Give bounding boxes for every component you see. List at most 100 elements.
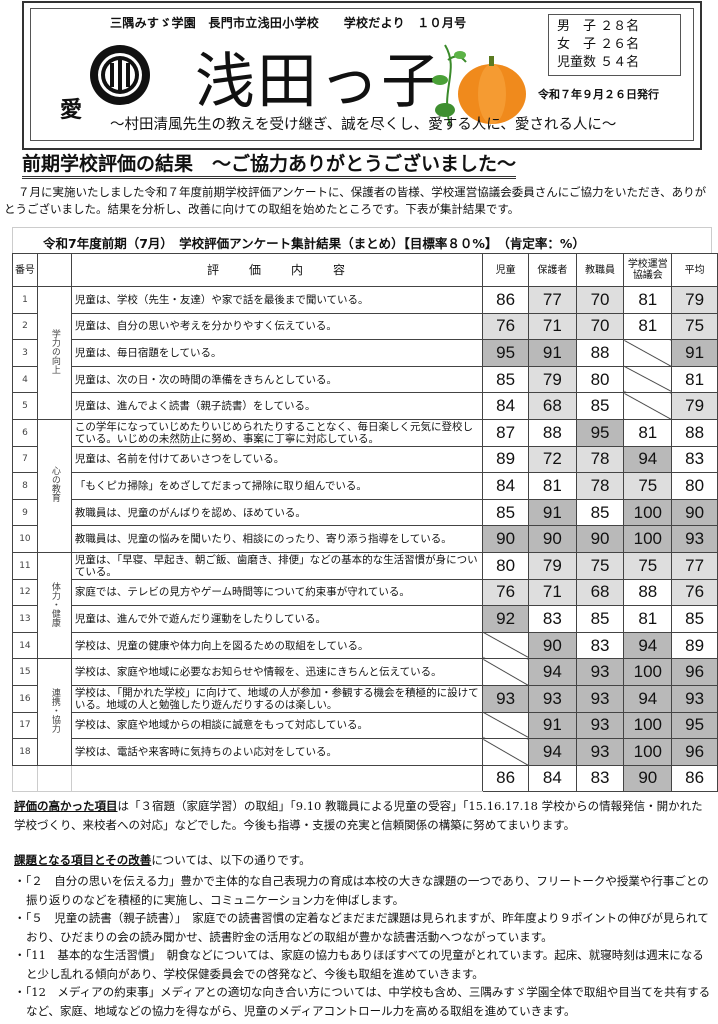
score-cell: 81 bbox=[671, 365, 718, 394]
header-students: 児童 bbox=[482, 253, 529, 287]
score-cell: 91 bbox=[527, 711, 577, 740]
section-heading: 前期学校評価の結果 ～ご協力ありがとうございました～ bbox=[22, 153, 517, 179]
score-cell: 90 bbox=[527, 525, 577, 553]
not-applicable-cell bbox=[482, 738, 529, 766]
table-row: 5 児童は、進んでよく読書（親子読書）をしている。 84 68 85 79 bbox=[12, 392, 718, 420]
not-applicable-cell bbox=[623, 365, 673, 394]
score-cell: 84 bbox=[482, 392, 529, 420]
item-text: 教職員は、児童のがんばりを認め、ほめている。 bbox=[70, 498, 484, 527]
table-row: 10 教職員は、児童の悩みを聞いたり、相談にのったり、寄り添う指導をしている。 90… bbox=[12, 525, 718, 553]
item-text: 学校は、家庭や地域からの相談に誠意をもって対応している。 bbox=[70, 711, 484, 740]
item-text: 児童は、進んで外で遊んだり運動をしたりしている。 bbox=[70, 605, 484, 633]
table-row: 9 教職員は、児童のがんばりを認め、ほめている。 85 91 85 100 90 bbox=[12, 498, 718, 527]
item-text: 学校は、電話や来客時に気持ちのよい応対をしている。 bbox=[70, 738, 484, 766]
table-header-row: 番号 評 価 内 容 児童 保護者 教職員 学校運営協議会 平均 bbox=[12, 253, 718, 287]
score-cell: 90 bbox=[482, 525, 529, 553]
score-cell: 79 bbox=[527, 365, 577, 394]
item-text: 児童は、学校（先生・友達）や家で話を最後まで聞いている。 bbox=[70, 286, 484, 314]
issue-date: 令和７年９月２６日発行 bbox=[538, 88, 659, 101]
score-cell: 100 bbox=[623, 711, 673, 740]
score-cell: 95 bbox=[575, 418, 625, 447]
row-number: 5 bbox=[12, 392, 38, 420]
table-row: 1 学力の向上 児童は、学校（先生・友達）や家で話を最後まで聞いている。 86 77 70… bbox=[12, 286, 718, 420]
score-cell: 81 bbox=[623, 312, 673, 341]
issues-label: 課題となる項目とその改善 bbox=[14, 853, 152, 867]
header-category bbox=[36, 253, 72, 287]
intro-paragraph: ７月に実施いたしました令和７年度前期学校評価アンケートに、保護者の皆様、学校運営… bbox=[4, 185, 707, 216]
score-cell: 85 bbox=[575, 392, 625, 420]
item-text: 学校は、家庭や地域に必要なお知らせや情報を、迅速にきちんと伝えている。 bbox=[70, 658, 484, 686]
score-cell: 76 bbox=[482, 578, 529, 607]
item-text: 学校は、「開かれた学校」に向けて、地域の人が参加・参観する機会を積極的に設けてい… bbox=[70, 684, 484, 713]
row-number: 7 bbox=[12, 445, 38, 474]
highlights-paragraph: 評価の高かった項目は「３宿題（家庭学習）の取組」「9.10 教職員による児童の受… bbox=[14, 797, 714, 835]
score-cell: 91 bbox=[527, 498, 577, 527]
issue-item: ・「12 メディアの約束事」メディアとの適切な向き合い方については、中学校も含め… bbox=[14, 985, 711, 1018]
enrollment-box: 男 子 ２８名 女 子 ２６名 児童数 ５４名 bbox=[548, 14, 681, 76]
totals-row: 86 84 83 90 86 bbox=[12, 764, 718, 793]
score-cell: 78 bbox=[575, 445, 625, 474]
table-row: 6 心の教育 この学年になっていじめたりいじめられたりすることなく、毎日楽しく元気に… bbox=[12, 418, 718, 553]
score-cell: 88 bbox=[623, 578, 673, 607]
score-cell: 81 bbox=[527, 472, 577, 500]
header-average: 平均 bbox=[671, 253, 718, 287]
pumpkin-icon bbox=[432, 44, 526, 126]
score-cell: 78 bbox=[575, 472, 625, 500]
header-staff: 教職員 bbox=[575, 253, 625, 287]
total-count: 児童数 ５４名 bbox=[557, 55, 640, 70]
category-cell: 心の教育 bbox=[36, 418, 72, 553]
score-cell: 72 bbox=[527, 445, 577, 474]
category-cell: 学力の向上 bbox=[36, 286, 72, 420]
not-applicable-cell bbox=[482, 711, 529, 740]
empty-cell bbox=[36, 765, 72, 793]
score-cell: 93 bbox=[482, 684, 529, 713]
item-text: 教職員は、児童の悩みを聞いたり、相談にのったり、寄り添う指導をしている。 bbox=[70, 525, 484, 553]
row-number: 6 bbox=[12, 418, 38, 447]
total-score-cell: 90 bbox=[623, 764, 673, 793]
score-cell: 93 bbox=[671, 684, 718, 713]
table-row: 13 児童は、進んで外で遊んだり運動をしたりしている。 92 83 85 81 85 bbox=[12, 605, 718, 633]
table-row: 8 「もくピカ掃除」をめざしてだまって掃除に取り組んでいる。 84 81 78 75 80 bbox=[12, 472, 718, 500]
score-cell: 85 bbox=[575, 605, 625, 633]
highlights-text: は「３宿題（家庭学習）の取組」「9.10 教職員による児童の受容」「15.16.… bbox=[14, 799, 703, 832]
score-cell: 80 bbox=[575, 365, 625, 394]
score-cell: 87 bbox=[482, 418, 529, 447]
item-text: 児童は、「早寝、早起き、朝ご飯、歯磨き、排便」などの基本的な生活習慣が身について… bbox=[70, 551, 484, 580]
score-cell: 89 bbox=[671, 631, 718, 660]
score-cell: 75 bbox=[671, 312, 718, 341]
score-cell: 88 bbox=[575, 339, 625, 367]
score-cell: 77 bbox=[527, 286, 577, 314]
row-number: 18 bbox=[12, 738, 38, 766]
score-cell: 91 bbox=[671, 339, 718, 367]
table-row: 16 学校は、「開かれた学校」に向けて、地域の人が参加・参観する機会を積極的に設け… bbox=[12, 684, 718, 713]
item-text: 児童は、進んでよく読書（親子読書）をしている。 bbox=[70, 392, 484, 420]
score-cell: 76 bbox=[671, 578, 718, 607]
score-cell: 81 bbox=[623, 418, 673, 447]
table-row: 7 児童は、名前を付けてあいさつをしている。 89 72 78 94 83 bbox=[12, 445, 718, 474]
total-score-cell: 84 bbox=[527, 764, 577, 793]
score-cell: 70 bbox=[575, 312, 625, 341]
not-applicable-cell bbox=[623, 339, 673, 367]
total-score-cell: 83 bbox=[575, 764, 625, 793]
score-cell: 79 bbox=[671, 286, 718, 314]
score-cell: 75 bbox=[623, 551, 673, 580]
score-cell: 83 bbox=[671, 445, 718, 474]
table-row: 17 学校は、家庭や地域からの相談に誠意をもって対応している。 91 93 100 95 bbox=[12, 711, 718, 740]
empty-cell bbox=[70, 765, 483, 793]
item-text: 「もくピカ掃除」をめざしてだまって掃除に取り組んでいる。 bbox=[70, 472, 484, 500]
empty-cell bbox=[12, 765, 38, 793]
score-cell: 81 bbox=[623, 605, 673, 633]
newsletter-title: 浅田っ子 bbox=[195, 47, 443, 117]
row-number: 3 bbox=[12, 339, 38, 367]
score-cell: 75 bbox=[575, 551, 625, 580]
score-cell: 70 bbox=[575, 286, 625, 314]
issues-text: については、以下の通りです。 bbox=[151, 853, 311, 867]
score-cell: 81 bbox=[623, 286, 673, 314]
score-cell: 93 bbox=[575, 684, 625, 713]
row-number: 16 bbox=[12, 684, 38, 713]
score-cell: 80 bbox=[671, 472, 718, 500]
header-no: 番号 bbox=[12, 253, 38, 287]
score-cell: 85 bbox=[482, 365, 529, 394]
category-label: 心の教育 bbox=[49, 466, 60, 503]
not-applicable-cell bbox=[623, 392, 673, 420]
